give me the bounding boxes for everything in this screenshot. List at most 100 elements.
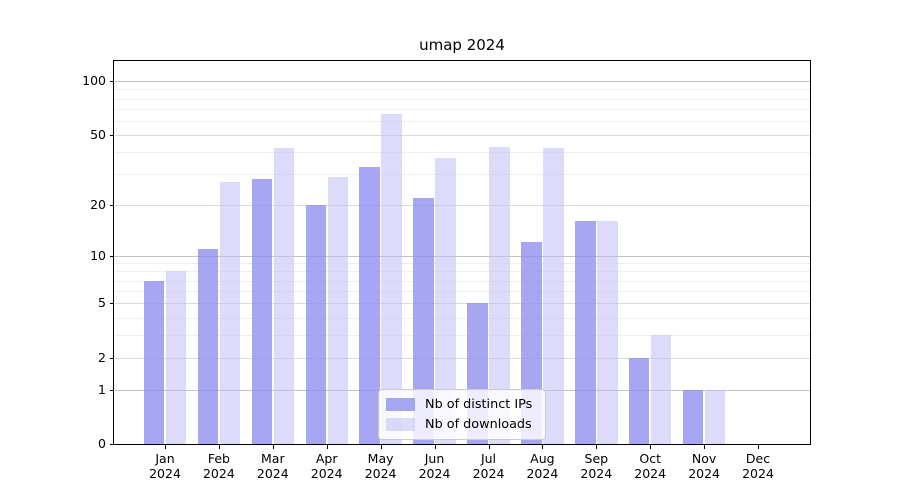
x-tick-may	[380, 445, 382, 449]
x-tick-feb	[218, 445, 220, 449]
x-tick-mar	[272, 445, 274, 449]
legend-item-downloads: Nb of downloads	[386, 417, 537, 432]
legend-label-distinct-ips: Nb of distinct IPs	[425, 397, 533, 412]
x-tick-jun	[434, 445, 436, 449]
x-label-year: 2024	[310, 466, 343, 481]
legend-swatch-distinct-ips	[386, 398, 415, 411]
gridline-3	[114, 335, 810, 336]
spine-top	[113, 60, 811, 61]
bar-ips-sep	[575, 221, 596, 444]
y-tick-10	[110, 255, 114, 257]
y-tick-2	[110, 357, 114, 359]
chart-title: umap 2024	[419, 36, 505, 54]
y-tick-label-2: 2	[98, 349, 106, 365]
gridline-50	[114, 134, 810, 136]
x-tick-label-nov: Nov 2024	[674, 451, 734, 481]
bar-downloads-apr	[327, 176, 348, 444]
gridline-8	[114, 271, 810, 273]
x-label-month: Feb	[207, 451, 230, 466]
bar-ips-jan	[143, 280, 165, 444]
x-label-month: Jul	[480, 451, 497, 466]
x-label-month: Apr	[315, 451, 338, 466]
y-tick-100	[110, 81, 114, 83]
gridline-40	[114, 152, 810, 154]
x-label-month: Jun	[424, 451, 445, 466]
y-tick-label-0: 0	[98, 436, 106, 451]
y-tick-1	[110, 389, 114, 391]
bar-ips-may	[359, 166, 380, 444]
x-label-year: 2024	[364, 466, 397, 481]
legend: Nb of distinct IPs Nb of downloads	[378, 389, 546, 440]
y-tick-20	[110, 204, 114, 206]
gridline-6	[114, 291, 810, 292]
legend-swatch-downloads	[386, 418, 415, 431]
x-tick-jul	[488, 445, 490, 449]
bar-downloads-nov	[704, 389, 726, 444]
y-tick-label-1: 1	[98, 381, 106, 397]
x-tick-apr	[326, 445, 328, 449]
gridline-7	[114, 280, 810, 282]
gridline-60	[114, 120, 810, 122]
bar-downloads-jul	[489, 146, 510, 444]
x-label-year: 2024	[256, 466, 289, 481]
bar-ips-nov	[682, 389, 704, 444]
gridline-4	[114, 317, 810, 319]
bar-downloads-mar	[273, 148, 295, 444]
legend-item-distinct-ips: Nb of distinct IPs	[386, 397, 537, 412]
bar-downloads-jan	[165, 271, 187, 444]
x-label-month: May	[367, 451, 394, 466]
x-tick-label-dec: Dec 2024	[728, 451, 788, 481]
x-tick-jan	[165, 445, 166, 449]
gridline-70	[114, 108, 810, 110]
x-tick-label-may: May 2024	[351, 451, 411, 481]
gridline-80	[114, 98, 810, 100]
spine-bottom	[113, 444, 811, 446]
y-tick-50	[110, 134, 114, 136]
x-tick-aug	[542, 445, 544, 449]
x-label-month: Mar	[261, 451, 285, 466]
bar-downloads-aug	[543, 148, 564, 444]
gridline-90	[114, 89, 810, 91]
bar-ips-apr	[305, 204, 326, 444]
spine-left	[113, 60, 115, 445]
x-label-year: 2024	[634, 466, 667, 481]
x-tick-label-feb: Feb 2024	[189, 451, 249, 481]
x-tick-label-oct: Oct 2024	[620, 451, 680, 481]
x-tick-label-jun: Jun 2024	[405, 451, 465, 481]
gridline-10	[114, 255, 810, 257]
x-tick-sep	[596, 445, 598, 449]
gridline-5	[114, 303, 810, 305]
y-tick-label-50: 50	[90, 126, 106, 142]
x-tick-oct	[650, 445, 652, 449]
bar-ips-oct	[628, 357, 650, 444]
bar-downloads-oct	[650, 335, 672, 444]
y-tick-label-10: 10	[90, 247, 106, 263]
bar-ips-feb	[197, 248, 219, 444]
y-tick-5	[110, 303, 114, 305]
x-label-year: 2024	[580, 466, 613, 481]
x-tick-label-jan: Jan 2024	[135, 451, 195, 481]
y-tick-label-100: 100	[82, 73, 106, 89]
bar-downloads-sep	[597, 221, 618, 444]
y-tick-label-5: 5	[98, 295, 106, 311]
x-label-year: 2024	[149, 466, 181, 481]
x-tick-dec	[758, 445, 759, 449]
x-label-month: Nov	[691, 451, 717, 466]
gridline-20	[114, 204, 810, 206]
x-label-year: 2024	[688, 466, 720, 481]
spine-right	[810, 60, 812, 445]
x-tick-label-apr: Apr 2024	[297, 451, 357, 481]
x-label-month: Aug	[530, 451, 555, 466]
bar-ips-jun	[413, 197, 434, 444]
x-label-month: Sep	[584, 451, 609, 466]
x-label-year: 2024	[742, 466, 774, 481]
x-tick-nov	[704, 445, 706, 449]
x-tick-label-sep: Sep 2024	[566, 451, 626, 481]
x-label-year: 2024	[472, 466, 505, 481]
gridline-30	[114, 174, 810, 176]
bar-downloads-feb	[219, 182, 241, 444]
x-label-year: 2024	[418, 466, 451, 481]
bar-downloads-may	[381, 113, 402, 444]
x-label-month: Dec	[745, 451, 771, 466]
